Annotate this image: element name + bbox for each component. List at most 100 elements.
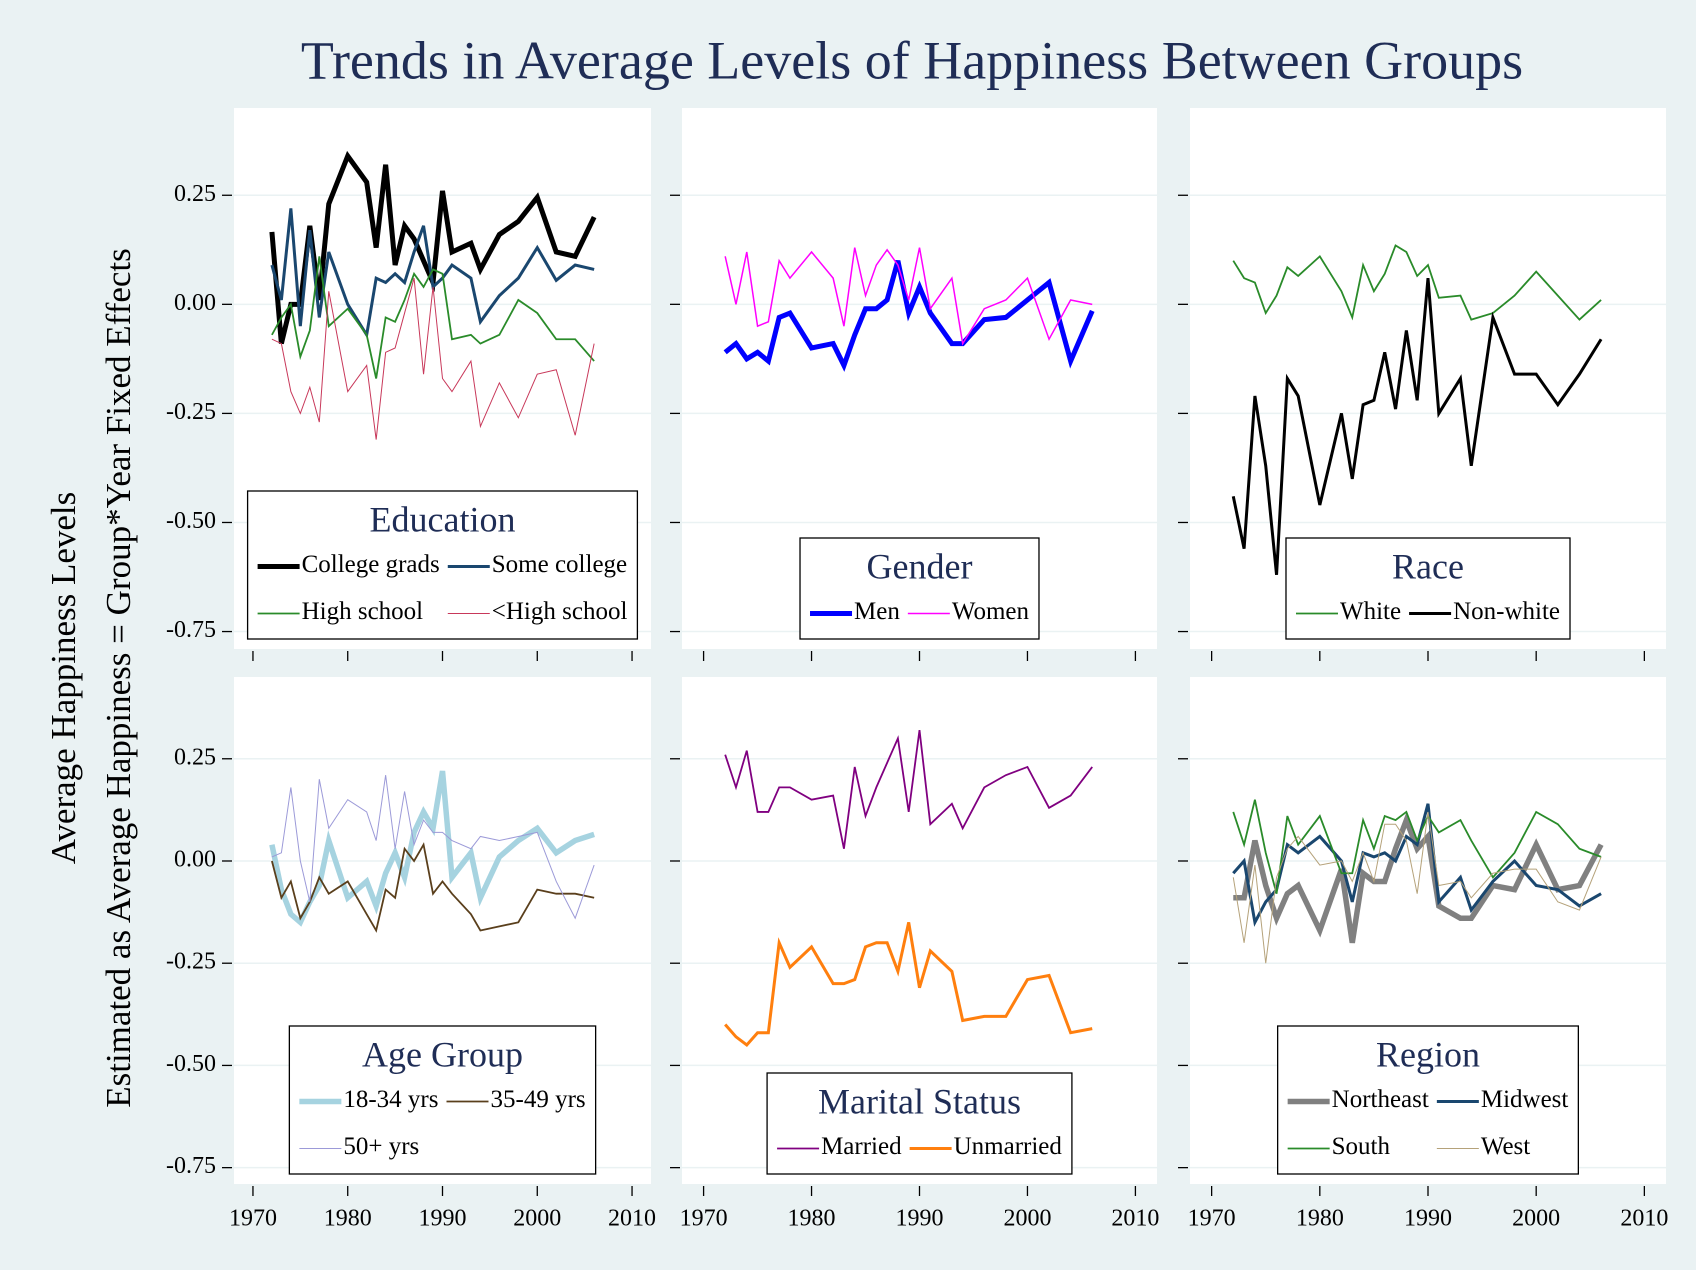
data-line <box>270 208 595 340</box>
panel: 1970 1980 1990 2000 2010 Region Northeast Midwe… <box>1178 677 1668 1232</box>
legend-label: High school <box>302 598 424 625</box>
x-tick-label: 1980 <box>1296 1206 1344 1232</box>
legend-item: White <box>1295 598 1401 625</box>
legend-box <box>1285 537 1571 640</box>
legend-item: <High school <box>447 598 628 625</box>
legend-item: College grads <box>257 551 440 578</box>
legend-label: Midwest <box>1481 1086 1569 1113</box>
legend-title: Age Group <box>362 1034 523 1074</box>
legend-item: West <box>1436 1133 1530 1160</box>
legend-label: Northeast <box>1332 1086 1429 1113</box>
panel: 0.25 0.00 -0.25 -0.50 -0.75 Education College … <box>166 108 651 661</box>
x-tick-label: 1980 <box>324 1206 372 1232</box>
legend: Education College grads Some college High s… <box>246 490 639 640</box>
x-tick-label: 2010 <box>1111 1206 1159 1232</box>
legend-item: 18-34 yrs <box>299 1086 439 1113</box>
x-tick-label: 1980 <box>788 1206 836 1232</box>
legend-label: 35-49 yrs <box>491 1086 586 1113</box>
legend: Gender Men Women <box>799 537 1040 640</box>
legend: Marital Status Married Unmarried <box>766 1072 1073 1175</box>
x-tick-label: 1990 <box>1404 1206 1452 1232</box>
y-tick-label: -0.50 <box>166 1051 216 1077</box>
legend-title: Education <box>370 499 516 539</box>
data-line <box>271 842 595 933</box>
x-tick-label: 1990 <box>896 1206 944 1232</box>
legend-label: College grads <box>302 551 440 578</box>
y-tick-label: 0.00 <box>174 846 216 872</box>
x-tick-label: 2000 <box>1003 1206 1051 1232</box>
data-line <box>724 730 1093 849</box>
data-line <box>723 260 1095 372</box>
panel: Gender Men Women <box>670 108 1157 661</box>
data-line <box>724 921 1093 1048</box>
figure-title: Trends in Average Levels of Happiness Be… <box>301 30 1523 90</box>
y-tick-label: 0.25 <box>174 181 216 207</box>
x-tick-label: 1990 <box>419 1206 467 1232</box>
x-tick-label: 1970 <box>1188 1206 1236 1232</box>
x-tick-label: 2000 <box>1512 1206 1560 1232</box>
legend-item: South <box>1287 1133 1391 1160</box>
legend-label: Men <box>854 598 900 625</box>
y-tick-label: -0.50 <box>166 508 216 534</box>
legend-item: High school <box>257 598 424 625</box>
y-tick-label: -0.25 <box>166 399 216 425</box>
legend-item: Married <box>777 1133 902 1160</box>
y-tick-label: 0.25 <box>174 744 216 770</box>
data-line <box>1232 244 1602 321</box>
data-line <box>1232 799 1602 894</box>
y-tick-label: -0.75 <box>166 617 216 643</box>
legend-title: Race <box>1392 546 1464 586</box>
legend-item: Midwest <box>1436 1086 1569 1113</box>
legend-label: White <box>1340 598 1401 625</box>
data-line <box>1231 278 1603 575</box>
legend: Race White Non-white <box>1285 537 1571 640</box>
y-axis-label: Average Happiness Levels <box>44 492 83 865</box>
x-tick-label: 1970 <box>680 1206 728 1232</box>
x-tick-label: 1970 <box>229 1206 277 1232</box>
data-line <box>271 256 595 379</box>
legend-item: Non-white <box>1409 598 1560 625</box>
y-tick-label: 0.00 <box>174 290 216 316</box>
x-tick-label: 2000 <box>513 1206 561 1232</box>
y-tick-label: -0.75 <box>166 1153 216 1179</box>
legend-title: Marital Status <box>818 1081 1021 1121</box>
legend-item: 50+ yrs <box>299 1133 419 1160</box>
legend-item: Northeast <box>1287 1086 1429 1113</box>
data-line <box>724 247 1093 346</box>
y-axis-label: Estimated as Average Happiness = Group*Y… <box>99 248 138 1108</box>
legend-label: 18-34 yrs <box>343 1086 438 1113</box>
y-tick-label: -0.25 <box>166 949 216 975</box>
data-line <box>1232 811 1602 964</box>
legend-item: Women <box>907 598 1030 625</box>
legend-label: 50+ yrs <box>343 1133 419 1160</box>
x-tick-label: 2010 <box>1620 1206 1668 1232</box>
legend-label: Women <box>952 598 1030 625</box>
legend: Age Group 18-34 yrs 35-49 yrs 50+ yrs <box>288 1025 597 1175</box>
legend-box <box>766 1072 1073 1175</box>
x-tick-label: 2010 <box>608 1206 656 1232</box>
legend-item: Men <box>810 598 900 625</box>
legend-label: Non-white <box>1453 598 1560 625</box>
legend-label: Married <box>821 1133 902 1160</box>
data-line <box>271 278 595 440</box>
legend-item: 35-49 yrs <box>446 1086 586 1113</box>
legend-item: Unmarried <box>909 1133 1063 1160</box>
data-line <box>271 775 595 920</box>
legend-item: Some college <box>447 551 627 578</box>
legend-label: <High school <box>492 598 628 625</box>
legend-label: West <box>1481 1133 1530 1160</box>
legend-title: Gender <box>867 546 973 586</box>
panel: Race White Non-white <box>1178 108 1666 661</box>
legend-box <box>799 537 1040 640</box>
legend-title: Region <box>1376 1034 1480 1074</box>
legend-label: Some college <box>492 551 627 578</box>
data-line <box>1233 812 1604 944</box>
legend-label: Unmarried <box>954 1133 1063 1160</box>
legend-label: South <box>1332 1133 1391 1160</box>
panel: 1970 1980 1990 2000 2010 Marital Status Marrie… <box>670 677 1159 1232</box>
panel: 0.25 0.00 -0.25 -0.50 -0.75 1970 1980 1990 2000 2… <box>166 677 656 1232</box>
legend-box <box>246 490 639 640</box>
legend: Region Northeast Midwest South West <box>1276 1025 1580 1175</box>
